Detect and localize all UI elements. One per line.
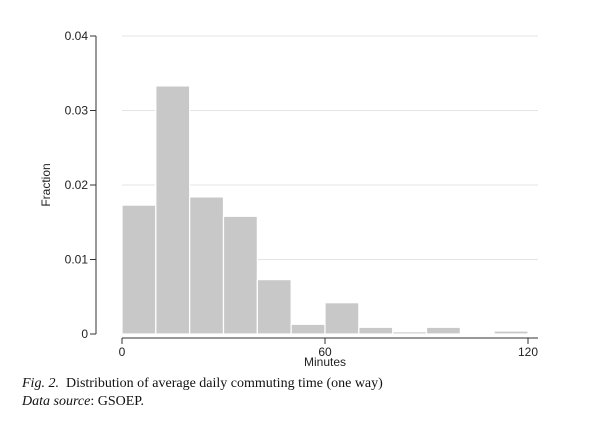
histogram-bar-11 bbox=[493, 330, 529, 335]
y-axis-title: Fraction bbox=[39, 163, 53, 206]
histogram-chart: 0 0.01 0.02 0.03 0.04 0 60 120 Fraction Minute… bbox=[39, 29, 538, 369]
histogram-bar-9 bbox=[425, 326, 461, 335]
histogram-bar-5 bbox=[290, 323, 326, 335]
x-axis-title: Minutes bbox=[304, 355, 346, 369]
y-tick-label-0: 0 bbox=[81, 327, 88, 341]
histogram-bar-10 bbox=[459, 332, 495, 335]
x-axis-ticks: 0 60 120 bbox=[119, 338, 538, 359]
figure-caption-text: Distribution of average daily commuting … bbox=[65, 376, 383, 391]
x-tick-label-1: 60 bbox=[318, 345, 332, 359]
histogram-bar-2 bbox=[189, 196, 225, 335]
y-tick-label-2: 0.02 bbox=[65, 178, 89, 192]
grid-lines bbox=[122, 35, 538, 260]
figure-label: Fig. 2. bbox=[22, 376, 59, 391]
x-tick-label-2: 120 bbox=[518, 345, 538, 359]
y-tick-label-4: 0.04 bbox=[65, 29, 89, 43]
data-source-caption: Data source: GSOEP. bbox=[22, 394, 144, 410]
x-tick-label-0: 0 bbox=[119, 345, 126, 359]
y-axis-ticks: 0 0.01 0.02 0.03 0.04 bbox=[65, 29, 96, 341]
histogram-bar-6 bbox=[324, 302, 360, 335]
histogram-bar-3 bbox=[222, 215, 258, 335]
data-source-text: GSOEP. bbox=[97, 394, 144, 409]
y-tick-label-3: 0.03 bbox=[65, 104, 89, 118]
histogram-bar-7 bbox=[358, 326, 394, 335]
histogram-bar-8 bbox=[392, 331, 428, 335]
histogram-bar-4 bbox=[256, 279, 292, 335]
figure-caption: Fig. 2. Distribution of average daily co… bbox=[22, 376, 383, 392]
y-tick-label-1: 0.01 bbox=[65, 253, 89, 267]
histogram-bars bbox=[121, 85, 529, 335]
data-source-label: Data source bbox=[22, 394, 91, 409]
histogram-bar-0 bbox=[121, 204, 157, 335]
data-source-separator: : bbox=[90, 394, 95, 409]
histogram-bar-1 bbox=[155, 85, 191, 335]
